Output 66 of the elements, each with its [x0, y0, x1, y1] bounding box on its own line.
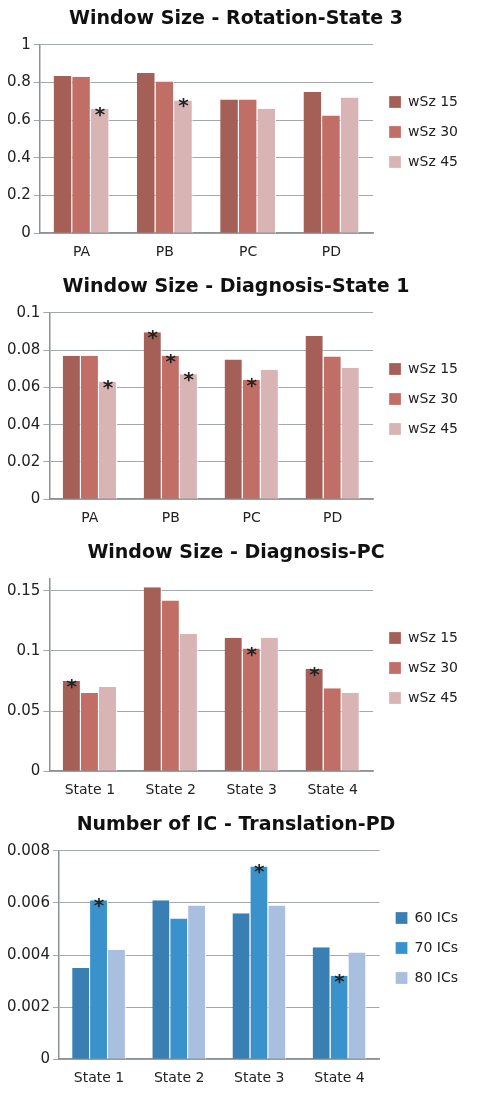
chart-title: Window Size - Rotation-State 3	[68, 6, 404, 29]
y-tick-label: 0.6	[7, 110, 31, 129]
x-tick-label: PA	[72, 243, 91, 260]
y-tick-label: 0	[30, 489, 41, 508]
x-tick-label: State 3	[234, 1069, 285, 1086]
chart-title: Window Size - Diagnosis-State 1	[62, 274, 410, 297]
y-tick-label: 0.006	[6, 892, 50, 911]
legend-label: wSz 30	[408, 658, 458, 675]
legend-label: wSz 15	[408, 628, 458, 645]
legend-label: wSz 45	[408, 152, 458, 169]
x-tick-label: PC	[242, 509, 262, 526]
legend-label: 70 ICs	[414, 938, 459, 955]
y-tick-label: 0.008	[6, 840, 50, 859]
x-tick-label: State 2	[145, 781, 196, 798]
x-tick-label: PD	[322, 509, 343, 526]
y-tick-label: 0	[30, 761, 41, 780]
x-tick-label: PB	[155, 243, 174, 260]
legend-label: wSz 15	[408, 92, 458, 109]
x-tick-label: State 3	[226, 781, 277, 798]
data-label: *	[254, 859, 266, 884]
y-tick-label: 0.002	[6, 996, 50, 1015]
data-label: *	[165, 348, 177, 373]
legend-label: 60 ICs	[414, 908, 459, 925]
data-label: *	[94, 101, 106, 126]
data-label: *	[102, 374, 114, 399]
data-label: *	[183, 367, 195, 392]
y-tick-label: 0.4	[7, 147, 31, 166]
chart-title: Number of IC - Translation-PD	[76, 812, 396, 835]
x-tick-label: PB	[161, 509, 180, 526]
y-tick-label: 0.05	[6, 700, 41, 719]
y-tick-label: 0.08	[6, 339, 41, 358]
x-tick-label: State 4	[307, 781, 358, 798]
y-tick-label: 0	[40, 1049, 50, 1068]
legend-label: wSz 30	[408, 389, 458, 406]
x-tick-label: State 1	[73, 1069, 125, 1086]
x-tick-label: State 1	[64, 781, 116, 798]
y-tick-label: 0.06	[6, 377, 41, 396]
y-tick-label: 0.2	[7, 185, 31, 204]
x-tick-label: PD	[321, 243, 342, 260]
y-tick-label: 1	[21, 34, 31, 53]
legend-label: wSz 15	[408, 359, 458, 376]
data-label: *	[246, 372, 258, 397]
y-tick-label: 0.004	[6, 944, 50, 963]
chart-title: Window Size - Diagnosis-PC	[87, 540, 385, 563]
legend-label: 80 ICs	[414, 968, 459, 985]
data-label: *	[66, 674, 78, 699]
data-label: *	[178, 93, 190, 118]
x-tick-label: PA	[81, 509, 99, 526]
y-tick-label: 0.04	[6, 414, 41, 433]
y-tick-label: 0.15	[6, 580, 41, 599]
y-tick-label: 0.8	[7, 72, 31, 91]
x-tick-label: State 4	[314, 1069, 365, 1086]
data-label: *	[334, 968, 346, 993]
y-tick-label: 0.1	[16, 640, 41, 659]
x-tick-label: State 2	[153, 1069, 205, 1086]
y-tick-label: 0	[21, 223, 31, 242]
data-label: *	[93, 893, 105, 918]
y-tick-label: 0.1	[16, 302, 41, 321]
legend-label: wSz 30	[408, 122, 458, 139]
data-label: *	[309, 661, 321, 686]
y-tick-label: 0.02	[6, 451, 41, 470]
x-tick-label: PC	[238, 243, 258, 260]
data-label: *	[147, 325, 159, 350]
legend-label: wSz 45	[408, 419, 458, 436]
legend-label: wSz 45	[408, 688, 458, 705]
data-label: *	[246, 641, 258, 666]
